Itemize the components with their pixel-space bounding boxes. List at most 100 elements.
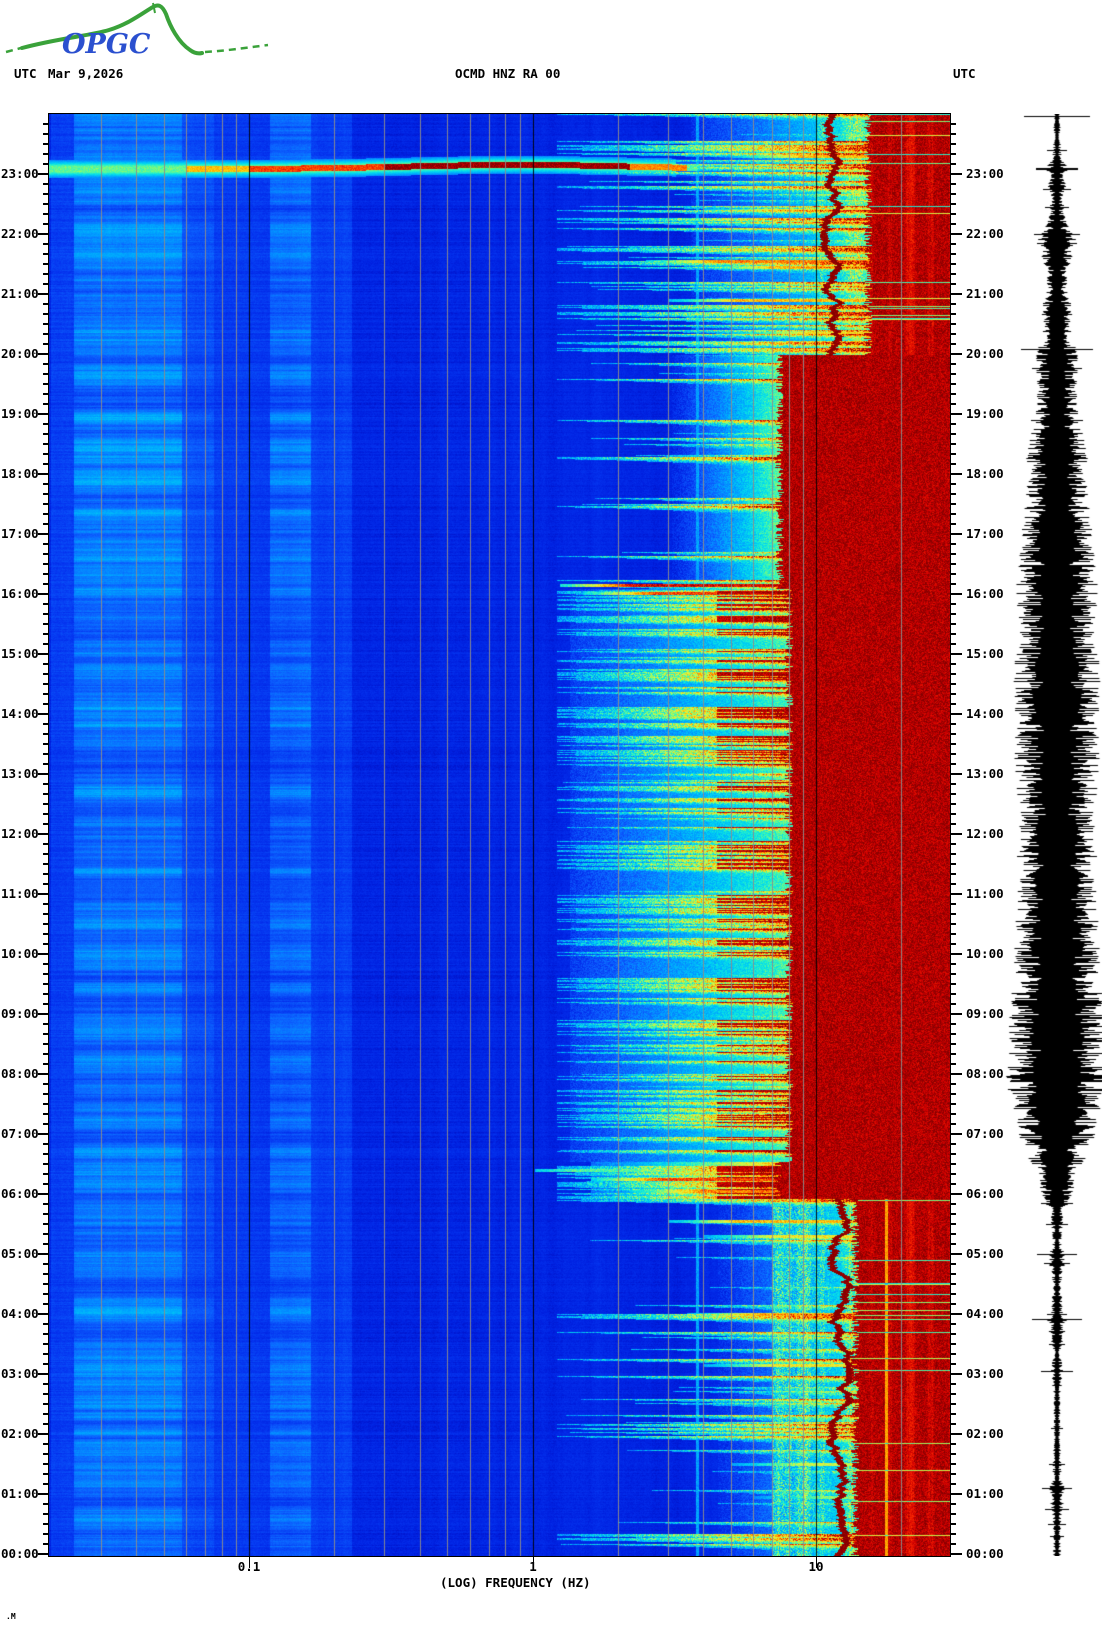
hour-tick-left [38, 1373, 49, 1375]
time-label-right: 16:00 [966, 586, 1004, 601]
minor-tick-left [43, 1123, 49, 1125]
minor-tick-right [950, 1203, 956, 1205]
minor-tick-left [43, 1233, 49, 1235]
minor-tick-left [43, 923, 49, 925]
time-label-left: 14:00 [1, 706, 39, 721]
minor-tick-right [950, 553, 956, 555]
minor-tick-right [950, 513, 956, 515]
minor-tick-left [43, 843, 49, 845]
time-label-left: 22:00 [1, 226, 39, 241]
minor-tick-right [950, 1503, 956, 1505]
minor-tick-left [43, 243, 49, 245]
minor-tick-left [43, 853, 49, 855]
minor-tick-left [43, 643, 49, 645]
minor-tick-left [43, 313, 49, 315]
time-label-right: 08:00 [966, 1066, 1004, 1081]
minor-tick-left [43, 253, 49, 255]
minor-tick-left [43, 943, 49, 945]
minor-tick-right [950, 443, 956, 445]
minor-tick-right [950, 1093, 956, 1095]
minor-tick-right [950, 1403, 956, 1405]
minor-tick-left [43, 493, 49, 495]
minor-tick-left [43, 273, 49, 275]
minor-tick-right [950, 923, 956, 925]
minor-tick-right [950, 263, 956, 265]
minor-tick-right [950, 1183, 956, 1185]
time-label-right: 19:00 [966, 406, 1004, 421]
minor-tick-left [43, 343, 49, 345]
date-label: Mar 9,2026 [48, 66, 124, 81]
minor-tick-right [950, 303, 956, 305]
hour-tick-right [950, 1493, 962, 1495]
spectrogram-frame [48, 113, 951, 1557]
hour-tick-right [950, 233, 962, 235]
minor-tick-left [43, 1403, 49, 1405]
hour-tick-right [950, 1193, 962, 1195]
minor-tick-left [43, 703, 49, 705]
hour-tick-right [950, 173, 962, 175]
minor-tick-right [950, 733, 956, 735]
minor-tick-left [43, 153, 49, 155]
time-label-right: 09:00 [966, 1006, 1004, 1021]
time-label-right: 23:00 [966, 166, 1004, 181]
minor-tick-right [950, 433, 956, 435]
minor-tick-right [950, 913, 956, 915]
time-label-right: 21:00 [966, 286, 1004, 301]
minor-tick-left [43, 1483, 49, 1485]
minor-tick-left [43, 263, 49, 265]
minor-tick-right [950, 373, 956, 375]
minor-tick-right [950, 1223, 956, 1225]
minor-tick-left [43, 683, 49, 685]
minor-tick-right [950, 123, 956, 125]
seismogram-canvas [1003, 114, 1102, 1556]
hour-tick-right [950, 1313, 962, 1315]
minor-tick-left [43, 1183, 49, 1185]
opgc-logo: OPGC [5, 2, 269, 60]
minor-tick-left [43, 1143, 49, 1145]
freq-tick-label: 0.1 [237, 1559, 261, 1574]
minor-tick-left [43, 133, 49, 135]
minor-tick-left [43, 193, 49, 195]
minor-tick-left [43, 623, 49, 625]
minor-tick-right [950, 1243, 956, 1245]
time-label-right: 10:00 [966, 946, 1004, 961]
minor-tick-right [950, 403, 956, 405]
minor-tick-right [950, 683, 956, 685]
freq-tick-label: 1 [529, 1559, 537, 1574]
minor-tick-right [950, 633, 956, 635]
minor-tick-left [43, 1443, 49, 1445]
logo-mountain-dash-left [5, 46, 22, 54]
hour-tick-left [38, 1493, 49, 1495]
minor-tick-left [43, 1023, 49, 1025]
minor-tick-right [950, 763, 956, 765]
minor-tick-right [950, 223, 956, 225]
minor-tick-right [950, 1523, 956, 1525]
minor-tick-right [950, 643, 956, 645]
utc-label-right: UTC [953, 66, 976, 81]
hour-tick-left [38, 173, 49, 175]
minor-tick-left [43, 803, 49, 805]
minor-tick-right [950, 363, 956, 365]
minor-tick-right [950, 783, 956, 785]
minor-tick-right [950, 423, 956, 425]
hour-tick-right [950, 1013, 962, 1015]
minor-tick-right [950, 793, 956, 795]
minor-tick-left [43, 303, 49, 305]
time-label-left: 20:00 [1, 346, 39, 361]
minor-tick-left [43, 1243, 49, 1245]
minor-tick-right [950, 213, 956, 215]
minor-tick-right [950, 723, 956, 725]
time-label-left: 04:00 [1, 1306, 39, 1321]
hour-tick-left [38, 293, 49, 295]
minor-tick-left [43, 433, 49, 435]
hour-tick-left [38, 533, 49, 535]
minor-tick-left [43, 1093, 49, 1095]
minor-tick-right [950, 313, 956, 315]
time-label-right: 13:00 [966, 766, 1004, 781]
minor-tick-left [43, 1363, 49, 1365]
hour-tick-right [950, 953, 962, 955]
hour-tick-left [38, 593, 49, 595]
minor-tick-left [43, 223, 49, 225]
minor-tick-left [43, 663, 49, 665]
minor-tick-left [43, 1423, 49, 1425]
